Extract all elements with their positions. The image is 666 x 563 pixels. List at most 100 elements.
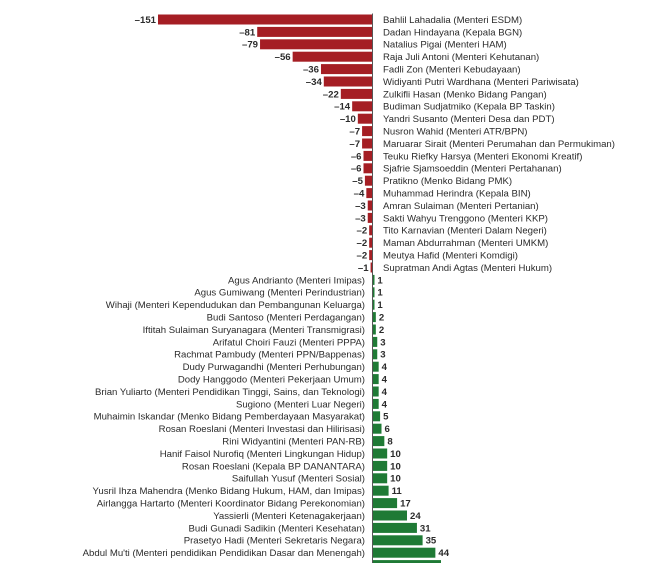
value-label: –81 <box>239 27 256 38</box>
bar <box>158 14 372 25</box>
bar <box>362 138 372 149</box>
bar <box>373 547 436 558</box>
category-label: Nusron Wahid (Menteri ATR/BPN) <box>383 127 527 138</box>
category-label: Muhaimin Iskandar (Menko Bidang Pemberda… <box>94 412 365 423</box>
bar <box>340 88 372 99</box>
bar <box>373 287 375 298</box>
value-label: –2 <box>356 238 367 249</box>
category-label: Tito Karnavian (Menteri Dalam Negeri) <box>383 226 547 237</box>
value-label: 3 <box>380 337 385 348</box>
bar <box>373 448 388 459</box>
category-label: Dadan Hindayana (Kepala BGN) <box>383 27 522 38</box>
category-label: Natalius Pigai (Menteri HAM) <box>383 40 507 51</box>
value-label: –7 <box>349 139 360 150</box>
category-label: Amran Sulaiman (Menteri Pertanian) <box>383 201 539 212</box>
bar <box>373 485 389 496</box>
bar <box>260 39 372 50</box>
bar <box>357 113 372 124</box>
category-label: Agus Andrianto (Menteri Imipas) <box>228 275 365 286</box>
bar <box>373 411 381 422</box>
category-label: Maruarar Sirait (Menteri Perumahan dan P… <box>383 139 615 150</box>
value-label: 4 <box>382 399 388 410</box>
value-label: –6 <box>351 164 362 175</box>
bar <box>373 349 378 360</box>
category-label: Budi Gunadi Sadikin (Menteri Kesehatan) <box>188 523 365 534</box>
category-label: Brian Yuliarto (Menteri Pendidikan Tingg… <box>95 387 365 398</box>
bar <box>367 212 372 223</box>
value-label: 1 <box>377 288 383 299</box>
value-label: 4 <box>382 362 388 373</box>
value-label: –3 <box>355 201 366 212</box>
category-label: Rosan Roeslani (Kepala BP DANANTARA) <box>182 461 365 472</box>
category-label: Rachmat Pambudy (Menteri PPN/Bappenas) <box>174 350 365 361</box>
category-label: Yusril Ihza Mahendra (Menko Bidang Hukum… <box>93 486 365 497</box>
value-label: 3 <box>380 350 385 361</box>
category-label: Sakti Wahyu Trenggono (Menteri KKP) <box>383 213 548 224</box>
labels-layer: –1 5 1 Bahlil Lahadalia (Menteri ESDM) –81 Da… <box>83 15 615 559</box>
category-label: Teuku Riefky Harsya (Menteri Ekonomi Kre… <box>383 151 582 162</box>
value-label: –56 <box>275 52 291 63</box>
value-label: –4 <box>354 189 365 200</box>
value-label: 11 <box>392 486 403 497</box>
value-label: –10 <box>340 114 356 125</box>
value-label: –7 <box>349 127 360 138</box>
bar <box>370 262 373 273</box>
category-label: Hanif Faisol Nurofiq (Menteri Lingkungan… <box>160 449 365 460</box>
bar-cut-off <box>373 560 441 563</box>
category-label: Wihaji (Menteri Kependudukan dan Pembang… <box>106 300 365 311</box>
category-label: Rosan Roeslani (Menteri Investasi dan Hi… <box>159 424 365 435</box>
value-label: 17 <box>400 499 411 510</box>
category-label: Sugiono (Menteri Luar Negeri) <box>236 399 365 410</box>
category-label: Airlangga Hartarto (Menteri Koordinator … <box>97 499 365 510</box>
category-label: Dudy Purwagandhi (Menteri Perhubungan) <box>183 362 365 373</box>
value-label: 4 <box>382 375 388 386</box>
bar <box>373 436 385 447</box>
bar <box>373 460 388 471</box>
bar <box>366 188 372 199</box>
category-label: Yandri Susanto (Menteri Desa dan PDT) <box>383 114 555 125</box>
bars-layer <box>158 14 441 563</box>
category-label: Sjafrie Sjamsoeddin (Menteri Pertahanan) <box>383 164 562 175</box>
value-label: 6 <box>385 424 390 435</box>
bar <box>323 76 372 87</box>
category-label: Fadli Zon (Menteri Kebudayaan) <box>383 65 521 76</box>
value-label: 2 <box>379 313 384 324</box>
bar <box>373 510 408 521</box>
bar <box>373 423 382 434</box>
value-label: 8 <box>387 437 393 448</box>
category-label: Bahlil Lahadalia (Menteri ESDM) <box>383 15 522 26</box>
bar <box>373 324 376 335</box>
value-label: –1 <box>358 263 369 274</box>
category-label: Budiman Sudjatmiko (Kepala BP Taskin) <box>383 102 555 113</box>
value-label: 4 <box>382 387 388 398</box>
value-label: –3 <box>355 213 366 224</box>
category-label: Abdul Mu'ti (Menteri pendidikan Pendidik… <box>83 548 365 559</box>
bar <box>362 126 372 137</box>
category-label: Muhammad Herindra (Kepala BIN) <box>383 189 531 200</box>
value-label: 35 <box>426 536 437 547</box>
bar <box>320 64 372 75</box>
value-label: –14 <box>334 102 351 113</box>
category-label: Budi Santoso (Menteri Perdagangan) <box>207 313 365 324</box>
bar <box>373 398 379 409</box>
category-label: Widiyanti Putri Wardhana (Menteri Pariwi… <box>383 77 579 88</box>
category-label: Raja Juli Antoni (Menteri Kehutanan) <box>383 52 539 63</box>
value-label: 5 <box>383 412 389 423</box>
bar <box>369 225 372 236</box>
category-label: Zulkifli Hasan (Menko Bidang Pangan) <box>383 89 547 100</box>
value-label: –2 <box>356 226 367 237</box>
value-label: –36 <box>303 65 319 76</box>
value-label: –34 <box>306 77 323 88</box>
value-label: 2 <box>379 325 384 336</box>
value-label: 10 <box>390 449 401 460</box>
bar <box>373 312 376 323</box>
bar <box>292 51 372 62</box>
category-label: Dody Hanggodo (Menteri Pekerjaan Umum) <box>178 375 365 386</box>
category-label: Saifullah Yusuf (Menteri Sosial) <box>232 474 365 485</box>
bar <box>373 336 378 347</box>
bar <box>373 535 423 546</box>
bar <box>363 163 372 174</box>
value-label: –6 <box>351 151 362 162</box>
value-label: 44 <box>438 548 449 559</box>
value-label: –2 <box>356 251 367 262</box>
